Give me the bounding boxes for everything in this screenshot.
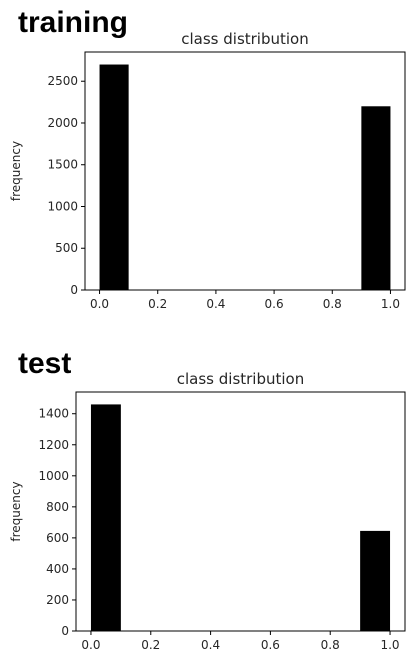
training-chart: class distribution frequency 0.0 0.2 0.4 0.6 0… — [9, 30, 406, 311]
training-x-tick-label-1: 0.2 — [148, 297, 167, 311]
test-y-tick-label-0: 0 — [61, 624, 69, 638]
test-y-tick-label-5: 1000 — [38, 469, 69, 483]
test-y-axis-label: frequency — [9, 481, 23, 541]
test-x-tick-label-4: 0.8 — [321, 638, 340, 652]
training-heading: training — [18, 6, 128, 39]
training-y-tick-label-1: 500 — [55, 241, 78, 255]
test-bar-1 — [360, 530, 391, 631]
training-x-tick-label-4: 0.8 — [323, 297, 342, 311]
training-bar-1 — [361, 106, 391, 290]
test-x-tick-label-3: 0.6 — [261, 638, 280, 652]
test-bar-0 — [90, 404, 121, 631]
training-y-tick-label-0: 0 — [70, 283, 78, 297]
training-y-axis-label: frequency — [9, 141, 23, 201]
test-chart: class distribution frequency 0.0 0.2 0.4 0.6 0… — [9, 370, 406, 652]
test-heading: test — [18, 347, 72, 380]
training-chart-title: class distribution — [181, 30, 309, 48]
test-x-tick-label-5: 1.0 — [380, 638, 399, 652]
test-y-tick-label-1: 200 — [46, 593, 69, 607]
test-x-tick-label-0: 0.0 — [81, 638, 100, 652]
training-y-tick-label-5: 2500 — [47, 74, 78, 88]
training-x-tick-label-0: 0.0 — [90, 297, 109, 311]
test-y-tick-label-6: 1200 — [38, 438, 69, 452]
test-chart-title: class distribution — [177, 370, 305, 388]
test-x-tick-label-1: 0.2 — [141, 638, 160, 652]
test-y-tick-label-2: 400 — [46, 562, 69, 576]
training-x-tick-label-5: 1.0 — [381, 297, 400, 311]
test-y-tick-label-7: 1400 — [38, 407, 69, 421]
test-x-tick-label-2: 0.4 — [201, 638, 220, 652]
training-plot-frame — [84, 51, 406, 291]
test-plot-frame — [75, 391, 406, 632]
training-bar-0 — [99, 64, 129, 291]
test-y-tick-label-3: 600 — [46, 531, 69, 545]
training-x-tick-label-3: 0.6 — [265, 297, 284, 311]
training-x-tick-label-2: 0.4 — [206, 297, 225, 311]
test-y-tick-label-4: 800 — [46, 500, 69, 514]
training-y-tick-label-4: 2000 — [47, 116, 78, 130]
training-y-tick-label-2: 1000 — [47, 199, 78, 213]
training-y-tick-label-3: 1500 — [47, 158, 78, 172]
